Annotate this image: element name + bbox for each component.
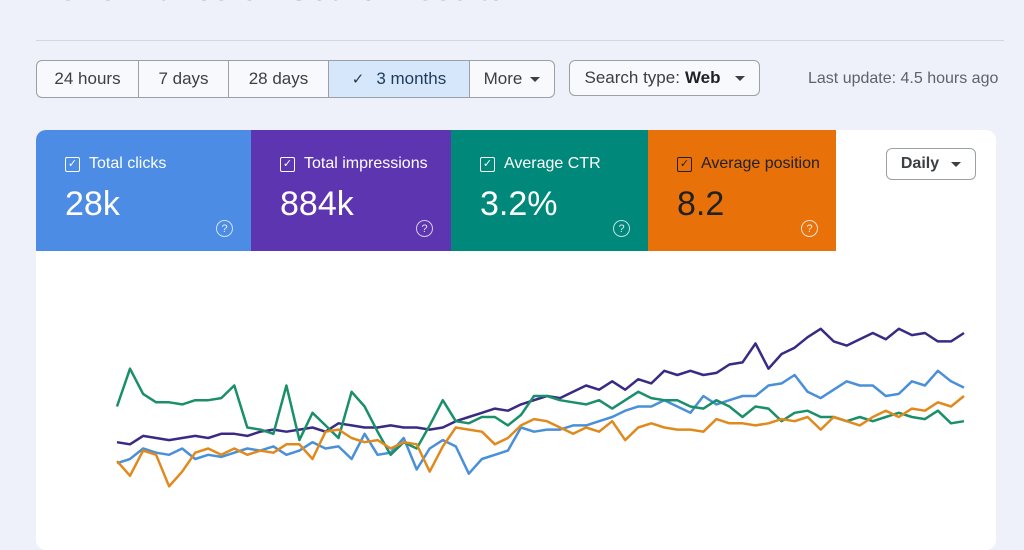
range-3-months-button[interactable]: ✓ 3 months — [329, 61, 470, 97]
header-divider — [36, 40, 1004, 41]
help-icon[interactable]: ? — [216, 220, 233, 237]
caret-down-icon — [951, 161, 962, 167]
more-label: More — [483, 69, 523, 88]
series-line-total-clicks — [116, 369, 965, 475]
range-7-days-button[interactable]: 7 days — [139, 61, 229, 97]
help-icon[interactable]: ? — [801, 220, 818, 237]
series-line-average-ctr — [115, 367, 965, 457]
date-range-selector: 24 hours 7 days 28 days ✓ 3 months More — [36, 60, 555, 98]
metric-total-clicks[interactable]: ✓ Total clicks 28k ? — [36, 130, 251, 251]
metric-label: Average position — [701, 155, 820, 172]
metric-value: 28k — [65, 185, 120, 223]
more-ranges-button[interactable]: More — [470, 61, 554, 97]
series-line-average-position — [116, 395, 965, 488]
checkbox-icon[interactable]: ✓ — [65, 156, 80, 172]
granularity-label: Daily — [900, 155, 940, 172]
help-icon[interactable]: ? — [416, 220, 433, 237]
metric-value: 3.2% — [480, 185, 558, 223]
metric-value: 8.2 — [677, 185, 725, 223]
range-3-months-label: 3 months — [376, 69, 447, 88]
performance-line-chart — [115, 327, 965, 488]
range-28-days-button[interactable]: 28 days — [229, 61, 329, 97]
help-icon[interactable]: ? — [613, 220, 630, 237]
metric-label: Total impressions — [304, 155, 428, 172]
caret-down-icon — [734, 75, 745, 81]
search-type-label: Search type: — [584, 68, 680, 87]
search-type-value: Web — [684, 68, 721, 87]
metric-average-ctr[interactable]: ✓ Average CTR 3.2% ? — [451, 130, 648, 251]
performance-card: ✓ Total clicks 28k ? ✓ Total impressions… — [36, 130, 996, 550]
metric-label: Total clicks — [89, 155, 167, 172]
metric-average-position[interactable]: ✓ Average position 8.2 ? — [648, 130, 836, 251]
metric-value: 884k — [280, 185, 354, 223]
metric-total-impressions[interactable]: ✓ Total impressions 884k ? — [251, 130, 451, 251]
last-update-text: Last update: 4.5 hours ago — [808, 70, 999, 87]
checkmark-icon: ✓ — [351, 71, 365, 88]
granularity-dropdown[interactable]: Daily — [886, 148, 976, 180]
checkbox-icon[interactable]: ✓ — [280, 156, 295, 172]
search-type-dropdown[interactable]: Search type: Web — [569, 60, 760, 96]
page-title: Performance on Search results — [36, 0, 505, 9]
metric-label: Average CTR — [504, 155, 601, 172]
series-line-total-impressions — [116, 327, 965, 446]
checkbox-icon[interactable]: ✓ — [677, 156, 692, 172]
caret-down-icon — [530, 76, 541, 82]
checkbox-icon[interactable]: ✓ — [480, 156, 495, 172]
range-24-hours-button[interactable]: 24 hours — [37, 61, 139, 97]
